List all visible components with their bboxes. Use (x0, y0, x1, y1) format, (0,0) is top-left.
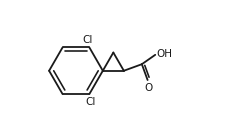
Text: O: O (145, 83, 153, 93)
Text: Cl: Cl (85, 97, 96, 107)
Text: Cl: Cl (82, 35, 93, 45)
Text: OH: OH (157, 49, 173, 59)
